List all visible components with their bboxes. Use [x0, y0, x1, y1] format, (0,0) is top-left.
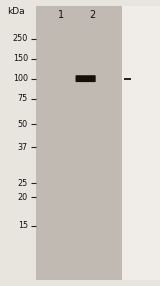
Bar	[122, 6, 160, 280]
Text: 15: 15	[18, 221, 28, 231]
Text: 50: 50	[18, 120, 28, 129]
Text: 75: 75	[18, 94, 28, 103]
Text: 250: 250	[13, 34, 28, 43]
Text: 1: 1	[58, 10, 64, 20]
Text: 100: 100	[13, 74, 28, 83]
Text: 20: 20	[18, 193, 28, 202]
Text: 25: 25	[18, 178, 28, 188]
Text: kDa: kDa	[7, 7, 25, 16]
Text: 37: 37	[18, 143, 28, 152]
Text: 2: 2	[90, 10, 96, 20]
Bar	[36, 6, 122, 280]
Text: 150: 150	[13, 54, 28, 63]
FancyBboxPatch shape	[76, 75, 96, 82]
